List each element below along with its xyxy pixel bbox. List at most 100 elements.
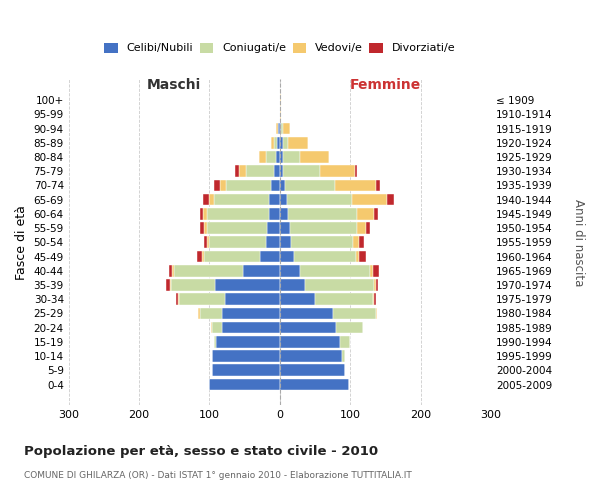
- Bar: [222, 308, 280, 319]
- Bar: [280, 180, 285, 192]
- Bar: [288, 137, 308, 148]
- Bar: [376, 180, 380, 192]
- Bar: [280, 236, 291, 248]
- Bar: [376, 279, 379, 291]
- Bar: [214, 180, 220, 192]
- Bar: [215, 279, 280, 291]
- Bar: [239, 166, 246, 177]
- Bar: [283, 151, 299, 163]
- Bar: [336, 322, 363, 334]
- Bar: [166, 279, 170, 291]
- Bar: [352, 194, 387, 205]
- Bar: [178, 294, 179, 305]
- Bar: [172, 279, 215, 291]
- Bar: [220, 180, 226, 192]
- Bar: [267, 222, 280, 234]
- Bar: [370, 265, 373, 276]
- Bar: [209, 194, 214, 205]
- Bar: [212, 322, 222, 334]
- Bar: [280, 108, 281, 120]
- Bar: [365, 222, 370, 234]
- Bar: [287, 194, 352, 205]
- Bar: [280, 336, 340, 347]
- Bar: [217, 336, 280, 347]
- Bar: [209, 378, 280, 390]
- Bar: [374, 208, 379, 220]
- Bar: [315, 294, 373, 305]
- Bar: [271, 137, 274, 148]
- Bar: [285, 180, 335, 192]
- Text: Femmine: Femmine: [350, 78, 421, 92]
- Legend: Celibi/Nubili, Coniugati/e, Vedovi/e, Divorziati/e: Celibi/Nubili, Coniugati/e, Vedovi/e, Di…: [104, 42, 455, 54]
- Bar: [204, 236, 208, 248]
- Bar: [208, 236, 209, 248]
- Bar: [355, 166, 356, 177]
- Bar: [340, 336, 350, 347]
- Bar: [280, 279, 305, 291]
- Bar: [376, 308, 377, 319]
- Bar: [305, 279, 374, 291]
- Bar: [280, 350, 342, 362]
- Bar: [212, 364, 280, 376]
- Bar: [243, 265, 280, 276]
- Bar: [204, 222, 206, 234]
- Bar: [281, 122, 283, 134]
- Bar: [280, 166, 283, 177]
- Bar: [359, 236, 364, 248]
- Bar: [288, 208, 357, 220]
- Bar: [170, 279, 172, 291]
- Bar: [359, 250, 367, 262]
- Bar: [206, 208, 269, 220]
- Bar: [283, 122, 290, 134]
- Bar: [211, 322, 212, 334]
- Bar: [203, 208, 206, 220]
- Bar: [374, 294, 376, 305]
- Bar: [335, 180, 376, 192]
- Bar: [200, 308, 222, 319]
- Bar: [269, 208, 280, 220]
- Bar: [373, 294, 374, 305]
- Bar: [204, 250, 260, 262]
- Bar: [333, 308, 376, 319]
- Bar: [280, 378, 349, 390]
- Bar: [209, 236, 266, 248]
- Bar: [342, 350, 345, 362]
- Bar: [266, 236, 280, 248]
- Bar: [280, 250, 294, 262]
- Bar: [225, 294, 280, 305]
- Bar: [357, 222, 365, 234]
- Bar: [214, 194, 269, 205]
- Bar: [280, 151, 283, 163]
- Bar: [373, 265, 379, 276]
- Bar: [274, 137, 277, 148]
- Bar: [266, 151, 276, 163]
- Bar: [280, 322, 336, 334]
- Bar: [280, 122, 281, 134]
- Bar: [235, 166, 239, 177]
- Bar: [294, 250, 356, 262]
- Bar: [280, 194, 287, 205]
- Bar: [174, 265, 243, 276]
- Bar: [197, 250, 202, 262]
- Bar: [259, 151, 266, 163]
- Bar: [172, 265, 174, 276]
- Bar: [176, 294, 178, 305]
- Bar: [226, 180, 271, 192]
- Bar: [280, 294, 315, 305]
- Bar: [246, 166, 274, 177]
- Bar: [169, 265, 172, 276]
- Bar: [280, 137, 283, 148]
- Bar: [203, 194, 209, 205]
- Bar: [291, 236, 353, 248]
- Bar: [278, 122, 280, 134]
- Bar: [280, 208, 288, 220]
- Bar: [374, 279, 376, 291]
- Bar: [290, 222, 357, 234]
- Bar: [202, 250, 204, 262]
- Bar: [276, 122, 278, 134]
- Bar: [387, 194, 394, 205]
- Bar: [274, 166, 280, 177]
- Bar: [276, 151, 280, 163]
- Text: Popolazione per età, sesso e stato civile - 2010: Popolazione per età, sesso e stato civil…: [24, 445, 378, 458]
- Bar: [280, 364, 344, 376]
